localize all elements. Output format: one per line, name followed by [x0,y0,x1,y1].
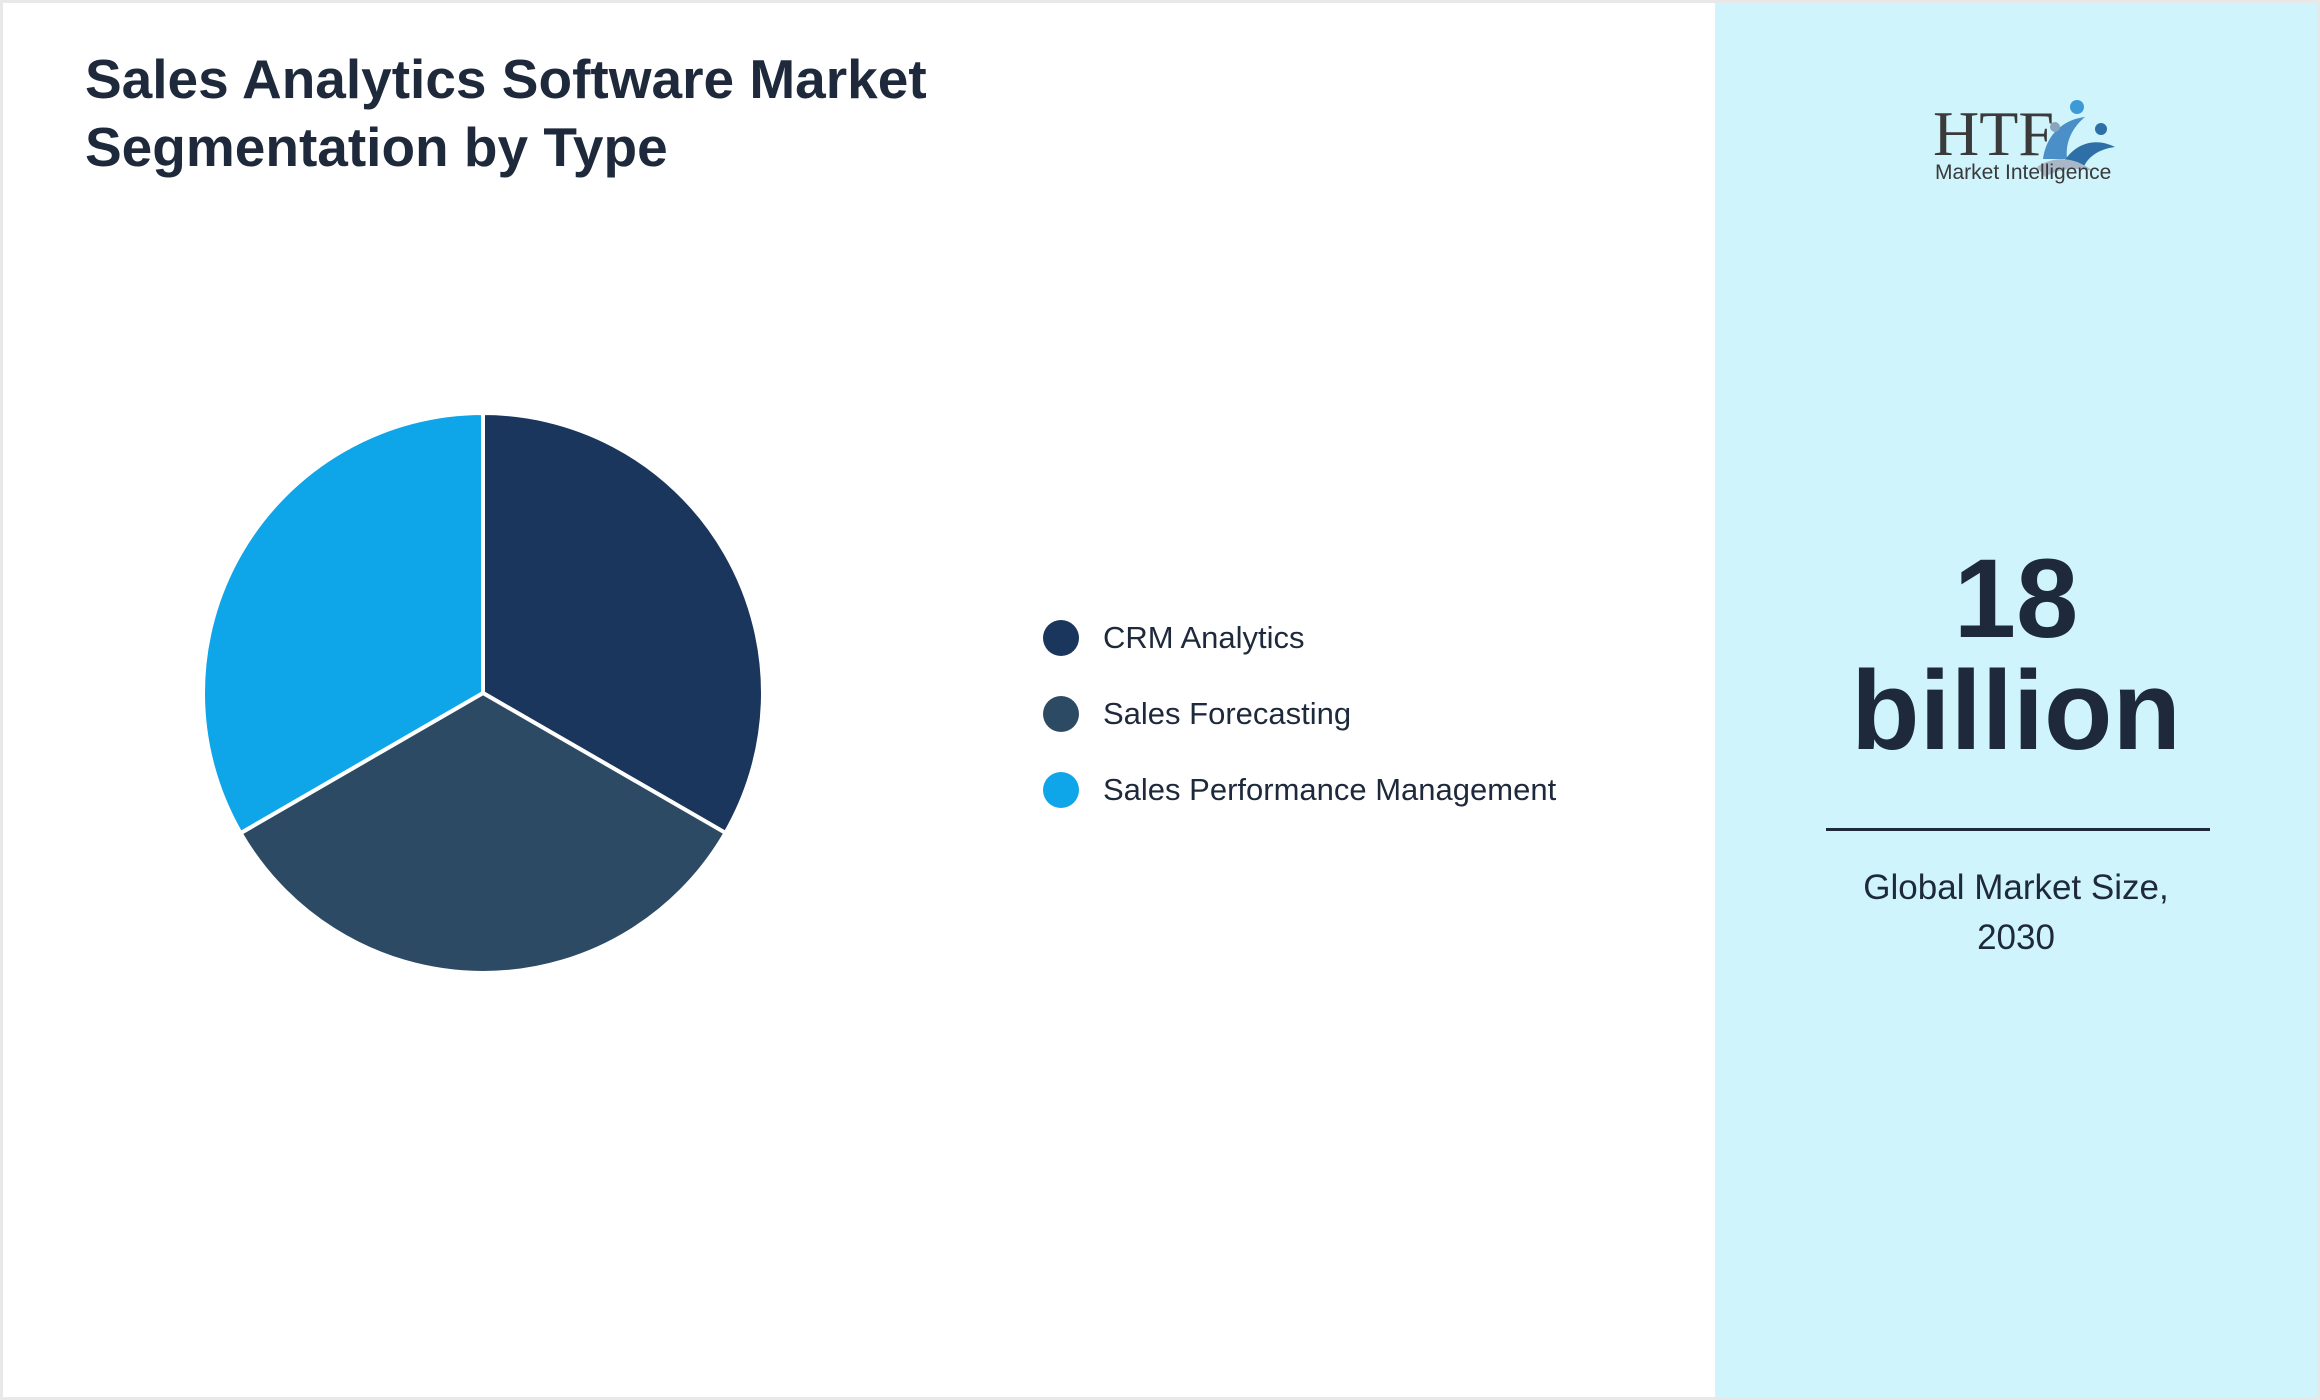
legend-swatch [1043,620,1079,656]
logo-text: HTF [1933,98,2054,169]
chart-title: Sales Analytics Software Market Segmenta… [85,45,1185,181]
stat-panel: HTF Market Intelligence 18 billion Globa… [1715,3,2317,1397]
legend-swatch [1043,696,1079,732]
market-size-value: 18 billion [1715,543,2317,767]
legend-swatch [1043,772,1079,808]
market-size-caption-line-2: 2030 [1977,918,2055,957]
pie-chart [201,411,765,975]
infographic-frame: Sales Analytics Software Market Segmenta… [3,3,2317,1397]
logo-figures-icon [2037,100,2115,177]
legend-item-sales-performance-management: Sales Performance Management [1043,752,1556,828]
chart-panel: Sales Analytics Software Market Segmenta… [3,3,1715,1397]
market-size-caption-line-1: Global Market Size, [1863,868,2169,907]
chart-title-line-1: Sales Analytics Software Market [85,48,927,110]
legend-label: CRM Analytics [1103,620,1305,655]
divider [1826,828,2210,831]
htf-logo: HTF Market Intelligence [1933,98,2115,184]
pie-slice-crm-analytics [481,411,765,835]
chart-legend: CRM Analytics Sales Forecasting Sales Perf… [1043,600,1556,828]
legend-item-crm-analytics: CRM Analytics [1043,600,1556,676]
pie-slice-sales-forecasting [238,691,728,975]
market-size-number: 18 [1953,536,2079,661]
legend-item-sales-forecasting: Sales Forecasting [1043,676,1556,752]
pie-slice-sales-performance-management [201,411,485,836]
legend-label: Sales Performance Management [1103,772,1557,807]
logo-subtext: Market Intelligence [1935,161,2111,184]
market-size-caption: Global Market Size, 2030 [1715,863,2317,963]
market-size-unit: billion [1851,648,2181,773]
chart-title-line-2: Segmentation by Type [85,116,668,178]
legend-label: Sales Forecasting [1103,696,1352,731]
